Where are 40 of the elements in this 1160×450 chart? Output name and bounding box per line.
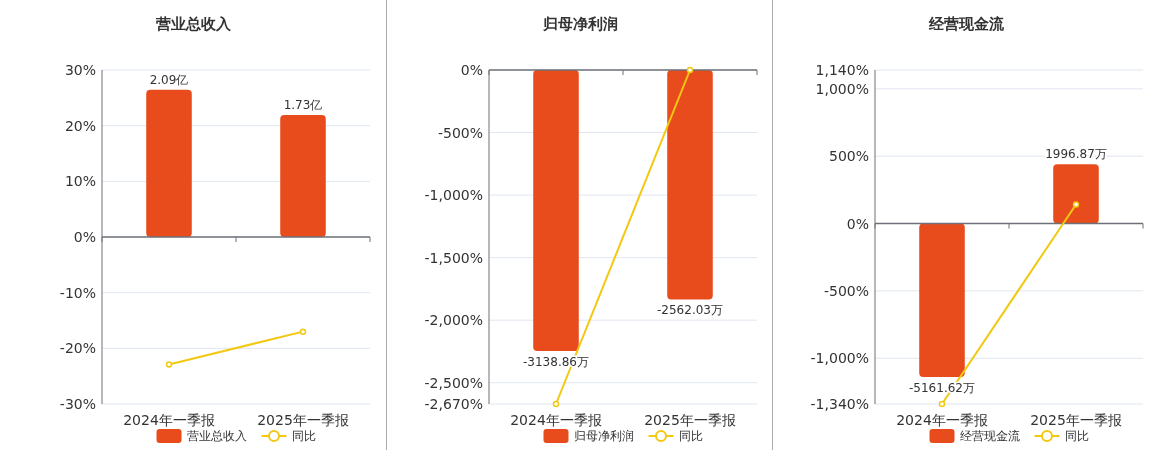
y-tick-label: 10% [64,173,96,190]
x-tick-label: 2025年一季报 [257,412,349,428]
y-tick-label: -1,000% [810,350,869,367]
y-tick-label: 0% [73,229,96,245]
y-tick-label: -10% [59,284,96,301]
chart-title: 营业总收入 [154,15,232,33]
legend-label: 经营现金流 [959,429,1020,443]
y-tick-label: -1,500% [424,249,483,266]
y-tick-label: -20% [59,340,96,357]
y-tick-label: -30% [59,396,96,412]
y-tick-label: 500% [828,148,869,165]
y-tick-label: -2,500% [424,374,483,391]
x-tick-label: 2025年一季报 [1030,412,1122,428]
data-label: 1996.87万 [1045,147,1107,162]
chart-title: 经营现金流 [927,15,1005,33]
y-tick-label: -2,670% [424,396,483,412]
data-label: 1.73亿 [283,98,323,113]
y-tick-label: 1,000% [815,80,869,97]
y-tick-label: 30% [64,62,96,78]
x-tick-label: 2024年一季报 [123,412,215,428]
x-tick-label: 2025年一季报 [644,412,736,428]
data-label: -2562.03万 [657,303,723,318]
y-tick-label: 0% [460,62,483,78]
x-tick-label: 2024年一季报 [896,412,988,428]
legend-label: 归母净利润 [573,429,634,443]
data-label: 2.09亿 [149,72,189,87]
y-tick-label: -500% [823,282,869,299]
legend-label: 同比 [291,429,316,443]
y-tick-label: 1,140% [815,62,869,78]
y-tick-label: -2,000% [424,312,483,329]
legend-label: 同比 [678,429,703,443]
y-tick-label: 20% [64,117,96,134]
y-tick-label: -1,340% [810,396,869,412]
y-tick-label: -1,000% [424,187,483,204]
legend-label: 营业总收入 [186,429,247,443]
x-tick-label: 2024年一季报 [510,412,602,428]
y-tick-label: -500% [437,124,483,141]
chart-title: 归母净利润 [541,15,618,33]
legend-label: 同比 [1064,429,1089,443]
y-tick-label: 0% [846,215,869,232]
